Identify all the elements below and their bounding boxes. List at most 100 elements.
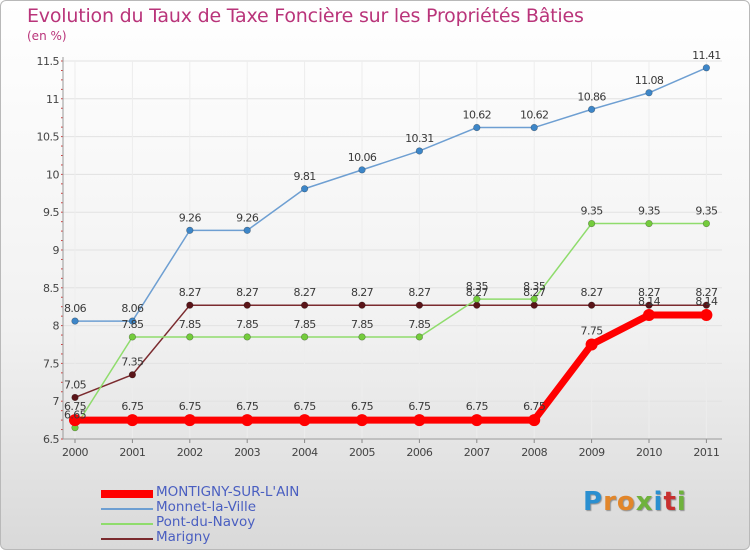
data-point bbox=[528, 414, 541, 427]
data-point bbox=[358, 166, 366, 174]
logo-letter: i bbox=[653, 487, 664, 517]
data-point bbox=[69, 414, 81, 427]
data-label: 9.35 bbox=[638, 205, 661, 218]
data-label: 9.26 bbox=[236, 211, 259, 224]
data-label: 6.75 bbox=[294, 400, 317, 413]
series-line bbox=[74, 304, 707, 399]
data-point bbox=[587, 301, 596, 309]
logo-letter: r bbox=[603, 487, 617, 517]
data-point bbox=[702, 219, 711, 228]
data-label: 6.75 bbox=[179, 400, 202, 413]
data-label: 6.75 bbox=[121, 400, 144, 413]
data-label: 8.35 bbox=[523, 280, 546, 293]
x-tick-label: 2005 bbox=[349, 446, 375, 459]
data-point bbox=[183, 414, 196, 427]
legend-label: Pont-du-Navoy bbox=[156, 514, 256, 530]
data-point bbox=[702, 301, 711, 309]
data-point bbox=[186, 333, 194, 341]
data-label: 10.86 bbox=[577, 90, 606, 103]
data-label: 8.27 bbox=[294, 286, 317, 299]
data-label: 8.14 bbox=[638, 295, 661, 308]
data-label: 8.27 bbox=[638, 286, 661, 299]
data-point bbox=[301, 333, 309, 341]
data-label: 7.75 bbox=[581, 325, 604, 338]
y-tick-label: 8.5 bbox=[43, 282, 59, 295]
data-point bbox=[587, 219, 596, 228]
data-label: 10.62 bbox=[520, 109, 549, 122]
data-point bbox=[358, 301, 366, 309]
y-tick-label: 10.5 bbox=[37, 131, 60, 144]
data-labels: 7.05 7.35 8.27 8.27 8.27 8.27 8.27 8.27 8.27 8.27… bbox=[64, 49, 721, 422]
data-label: 8.27 bbox=[523, 286, 546, 299]
data-label: 6.75 bbox=[408, 400, 431, 413]
y-tick-label: 9 bbox=[53, 244, 60, 257]
data-label: 10.06 bbox=[348, 151, 377, 164]
data-label: 7.85 bbox=[351, 318, 374, 331]
data-point bbox=[473, 301, 481, 309]
legend-swatch bbox=[101, 523, 153, 525]
logo-letter: P bbox=[583, 487, 604, 517]
data-point bbox=[530, 123, 538, 132]
x-tick-label: 2003 bbox=[234, 446, 260, 459]
data-point bbox=[645, 301, 653, 309]
legend-label: MONTIGNY-SUR-L'AIN bbox=[156, 484, 300, 500]
data-point bbox=[358, 333, 366, 341]
data-label: 6.65 bbox=[64, 409, 87, 422]
data-label: 7.85 bbox=[179, 318, 202, 331]
data-label: 6.75 bbox=[466, 400, 489, 413]
data-point bbox=[413, 414, 426, 427]
data-point bbox=[645, 219, 653, 228]
data-point bbox=[530, 295, 538, 303]
data-point bbox=[186, 226, 194, 234]
data-point bbox=[128, 371, 136, 379]
data-label: 8.06 bbox=[121, 302, 144, 315]
data-label: 11.41 bbox=[692, 49, 721, 62]
y-tick-label: 9.5 bbox=[43, 206, 59, 219]
y-tick-label: 7 bbox=[53, 395, 60, 408]
data-point bbox=[415, 301, 424, 309]
data-point bbox=[301, 301, 309, 309]
data-point bbox=[356, 414, 368, 427]
data-point bbox=[128, 317, 136, 325]
x-tick-label: 2010 bbox=[636, 446, 662, 459]
data-label: 8.06 bbox=[64, 302, 87, 315]
data-point bbox=[71, 317, 79, 325]
data-point bbox=[126, 414, 139, 427]
data-label: 8.35 bbox=[466, 280, 489, 293]
data-point bbox=[243, 301, 251, 309]
data-point bbox=[643, 309, 655, 322]
data-label: 7.05 bbox=[64, 378, 87, 391]
data-label: 8.27 bbox=[695, 286, 718, 299]
data-label: 6.75 bbox=[64, 400, 87, 413]
data-point bbox=[645, 89, 653, 97]
data-point bbox=[585, 338, 598, 351]
data-point bbox=[128, 333, 136, 341]
data-label: 6.75 bbox=[523, 400, 546, 413]
series-line bbox=[75, 67, 707, 322]
data-label: 11.08 bbox=[635, 74, 664, 87]
x-tick-label: 2001 bbox=[119, 446, 145, 459]
data-label: 8.14 bbox=[695, 295, 718, 308]
data-label: 6.75 bbox=[236, 400, 259, 413]
y-tick-label: 10 bbox=[46, 168, 59, 181]
data-point bbox=[243, 333, 251, 341]
series-group bbox=[69, 64, 713, 432]
data-point bbox=[530, 301, 538, 309]
data-point bbox=[243, 226, 251, 234]
data-label: 10.31 bbox=[405, 132, 434, 145]
x-tick-label: 2009 bbox=[579, 446, 605, 459]
data-point bbox=[186, 301, 194, 309]
legend-label: Monnet-la-Ville bbox=[156, 499, 257, 515]
data-label: 7.85 bbox=[121, 318, 144, 331]
data-point bbox=[700, 309, 713, 322]
legend-label: Marigny bbox=[156, 529, 211, 545]
series-line bbox=[74, 222, 707, 429]
logo-letter: x bbox=[635, 487, 654, 517]
data-label: 7.85 bbox=[236, 318, 259, 331]
axes: 6.5 7 7.5 8 8.5 9 9.5 10 10.5 11 11.5 2000 2001 2002 2… bbox=[37, 55, 722, 459]
x-tick-label: 2011 bbox=[693, 446, 719, 459]
logo-letter: o bbox=[616, 487, 636, 517]
x-tick-label: 2002 bbox=[177, 446, 203, 459]
data-label: 8.27 bbox=[236, 286, 259, 299]
